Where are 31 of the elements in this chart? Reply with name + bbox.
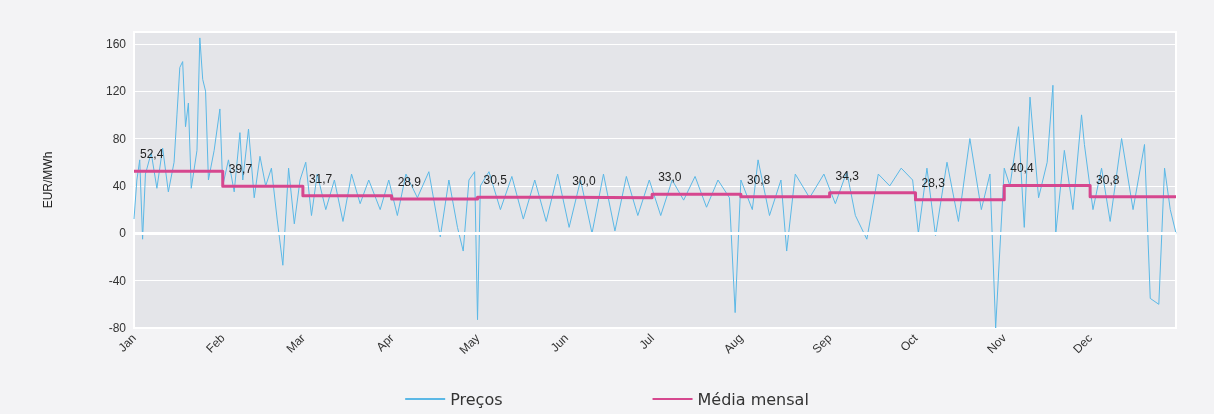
x-tick-label: Dec xyxy=(1070,331,1096,357)
y-tick-label: 160 xyxy=(105,36,127,51)
y-tick-label: 80 xyxy=(112,131,127,146)
data-label: 30,8 xyxy=(746,172,771,187)
legend-label: Média mensal xyxy=(697,389,809,409)
data-label: 30,0 xyxy=(572,173,596,188)
data-label: 40,4 xyxy=(1010,161,1034,176)
data-label: 28,9 xyxy=(397,175,422,190)
data-label: 28,3 xyxy=(921,175,946,190)
data-label: 52,4 xyxy=(140,147,164,162)
x-tick-label: Sep xyxy=(809,330,835,357)
line-series xyxy=(133,37,1177,329)
data-label: 34,3 xyxy=(835,168,860,183)
y-tick-label: 120 xyxy=(105,84,127,99)
x-tick-label: Mar xyxy=(283,331,308,356)
y-axis-title: EUR/MWh xyxy=(41,151,55,209)
y-tick-label: -40 xyxy=(108,273,127,288)
data-label: 31,7 xyxy=(308,171,333,186)
x-tick-label: Aug xyxy=(720,331,746,357)
data-label: 33,0 xyxy=(658,170,682,185)
legend-label: Preços xyxy=(450,389,503,409)
x-tick-label: Jun xyxy=(547,331,572,355)
y-tick-label: 40 xyxy=(112,178,127,193)
x-tick-label: Jul xyxy=(636,331,658,352)
x-tick-label: Apr xyxy=(373,331,397,355)
data-label: 30,5 xyxy=(483,173,508,188)
y-tick-label: 0 xyxy=(119,226,127,241)
x-tick-label: May xyxy=(456,331,483,357)
x-tick-label: Oct xyxy=(897,330,921,355)
x-tick-label: Nov xyxy=(984,331,1010,357)
x-tick-label: Feb xyxy=(203,330,228,356)
